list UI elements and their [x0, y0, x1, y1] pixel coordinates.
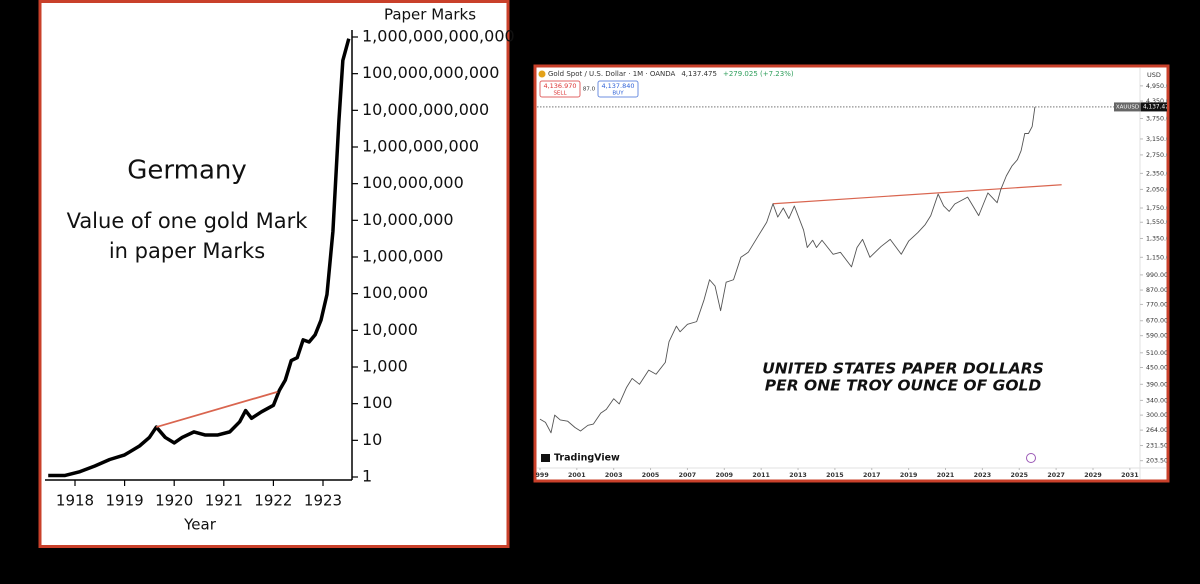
x-tick-label: 2017 — [863, 472, 881, 479]
x-tick-label: 1921 — [205, 492, 243, 510]
event-marker — [1026, 453, 1036, 463]
y-tick-label: 2,050.000 — [1146, 186, 1178, 193]
x-tick-label: 2011 — [752, 472, 770, 479]
y-tick-label: 10 — [362, 430, 382, 449]
y-tick-label: 510.000 — [1146, 350, 1172, 357]
chart-subtitle: in paper Marks — [109, 239, 265, 263]
y-tick-label: 100,000,000,000 — [362, 63, 499, 82]
y-tick-label: 10,000 — [362, 320, 418, 339]
symbol-tag-label: XAUUSD — [1116, 104, 1139, 110]
x-tick-label: 2029 — [1084, 472, 1102, 479]
x-tick-label: 1918 — [56, 492, 94, 510]
y-tick-label: 670.000 — [1146, 318, 1172, 325]
y-tick-label: 1 — [362, 467, 372, 486]
y-tick-label: 2,350.000 — [1146, 170, 1178, 177]
panel — [38, 0, 510, 548]
spread: 87.0 — [583, 87, 596, 93]
price-tag — [1141, 102, 1167, 112]
buy-price: 4,137.840 — [601, 82, 634, 90]
x-tick-label: 1922 — [254, 492, 292, 510]
y-tick-label: 231.500 — [1146, 443, 1172, 450]
x-tick-label: 2027 — [1047, 472, 1065, 479]
currency: USD — [1147, 71, 1161, 79]
y-tick-label: 390.000 — [1146, 381, 1172, 388]
y-tick-label: 3,150.000 — [1146, 136, 1178, 143]
y-tick-label: 870.000 — [1146, 287, 1172, 294]
x-tick-label: 2005 — [642, 472, 660, 479]
y-tick-label: 1,000,000,000 — [362, 137, 479, 156]
y-tick-label: 1,750.000 — [1146, 205, 1178, 212]
y-axis-label: Paper Marks — [384, 6, 476, 24]
x-tick-label: 2031 — [1121, 472, 1139, 479]
header-title: Gold Spot / U.S. Dollar · 1M · OANDA — [548, 70, 676, 78]
y-tick-label: 10,000,000 — [362, 210, 454, 229]
x-tick-label: 2023 — [974, 472, 992, 479]
symbol-icon — [538, 70, 546, 78]
x-tick-label: 2019 — [900, 472, 918, 479]
header-change: +279.025 (+7.23%) — [723, 70, 794, 78]
y-tick-label: 1,000,000 — [362, 247, 443, 266]
y-tick-label: 2,750.000 — [1146, 152, 1178, 159]
chart-title: Gold Spot / U.S. Dollar · 1M · OANDA 4,13… — [548, 70, 794, 78]
y-tick-label: 1,150.000 — [1146, 254, 1178, 261]
y-tick-label: 1,000,000,000,000 — [362, 27, 515, 46]
x-tick-label: 2025 — [1010, 472, 1028, 479]
x-tick-label: 2015 — [826, 472, 844, 479]
x-tick-label: 2009 — [716, 472, 734, 479]
y-tick-label: 340.000 — [1146, 397, 1172, 404]
y-tick-label: 590.000 — [1146, 333, 1172, 340]
y-tick-label: 3,750.000 — [1146, 115, 1178, 122]
price-line — [539, 106, 1036, 434]
x-tick-label: 1919 — [106, 492, 144, 510]
x-tick-label: 2001 — [568, 472, 586, 479]
annotation: UNITED STATES PAPER DOLLARS — [762, 360, 1044, 378]
y-tick-label: 4,350.000 — [1146, 98, 1178, 105]
buy-label: BUY — [612, 91, 624, 97]
x-tick-label: 2007 — [679, 472, 697, 479]
x-tick-label: 2021 — [937, 472, 955, 479]
chart-title: Germany — [127, 156, 247, 186]
y-tick-label: 203.500 — [1146, 458, 1172, 465]
y-tick-label: 770.000 — [1146, 301, 1172, 308]
brand-icon — [541, 454, 550, 462]
y-tick-label: 4,950.000 — [1146, 83, 1178, 90]
y-tick-label: 1,000 — [362, 357, 408, 376]
y-tick-label: 450.000 — [1146, 364, 1172, 371]
sell-label: SELL — [553, 91, 567, 97]
y-tick-label: 100,000 — [362, 283, 428, 302]
trend-line — [156, 390, 278, 428]
symbol-tag — [1114, 102, 1141, 112]
y-tick-label: 100,000,000 — [362, 173, 464, 192]
chart-subtitle: Value of one gold Mark — [67, 209, 309, 233]
y-tick-label: 10,000,000,000 — [362, 100, 489, 119]
x-tick-label: 1923 — [304, 492, 342, 510]
x-tick-label: 1999 — [531, 472, 549, 479]
sell-price: 4,136.970 — [543, 82, 576, 90]
y-tick-label: 264.000 — [1146, 427, 1172, 434]
y-tick-label: 1,550.000 — [1146, 219, 1178, 226]
price-tag-label: 4,137.475 — [1143, 104, 1173, 110]
x-tick-label: 2013 — [789, 472, 807, 479]
annotation: PER ONE TROY OUNCE OF GOLD — [765, 377, 1042, 395]
y-tick-label: 990.000 — [1146, 272, 1172, 279]
header-price: 4,137.475 — [681, 70, 717, 78]
x-tick-label: 2003 — [605, 472, 623, 479]
y-tick-label: 1,350.000 — [1146, 235, 1178, 242]
sell-box — [539, 80, 581, 98]
x-tick-label: 1920 — [155, 492, 193, 510]
y-tick-label: 300.000 — [1146, 412, 1172, 419]
y-tick-label: 100 — [362, 393, 393, 412]
x-axis-label: Year — [183, 516, 217, 534]
trend-line — [772, 184, 1062, 205]
chart-area: USD 203.500 231.500 264.000 300.000 340.000 39… — [531, 68, 1178, 479]
panel — [533, 64, 1170, 483]
price-line — [48, 38, 351, 478]
buy-box — [597, 80, 639, 98]
brand: TradingView — [554, 453, 620, 464]
